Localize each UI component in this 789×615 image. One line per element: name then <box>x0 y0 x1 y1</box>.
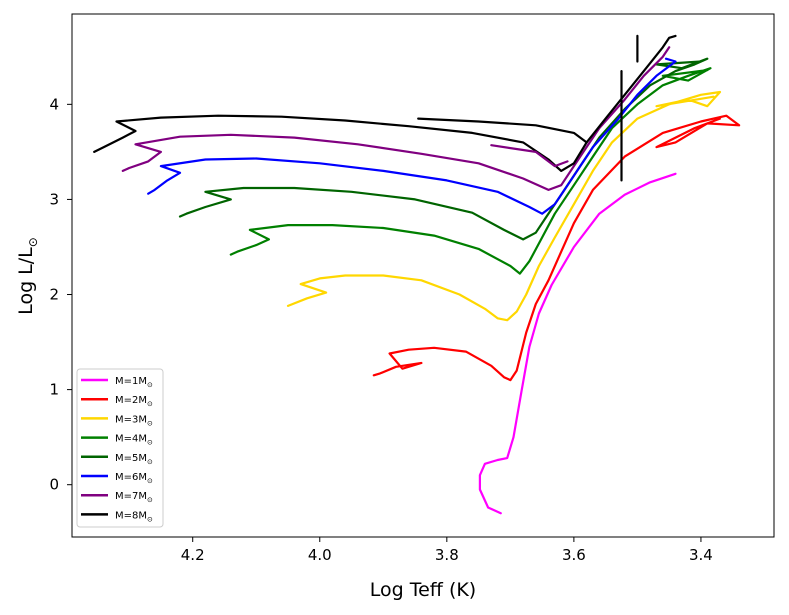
y-tick-label: 1 <box>49 381 59 399</box>
series-line-4 <box>229 67 712 275</box>
legend-box <box>76 368 164 528</box>
series-line-1 <box>478 172 677 515</box>
series-line-2 <box>372 114 741 382</box>
legend-label-2: M=2M⊙ <box>115 395 153 408</box>
y-tick-label: 0 <box>49 476 59 494</box>
legend-label-main: M=6M <box>115 472 147 483</box>
legend-label-6: M=6M⊙ <box>115 472 153 485</box>
legend-label-main: M=7M <box>115 491 147 502</box>
legend-label-main: M=2M <box>115 395 147 406</box>
legend-label-5: M=5M⊙ <box>115 453 153 466</box>
series-layer <box>93 34 741 515</box>
series-line-5 <box>178 57 709 241</box>
legend-label-sub: ⊙ <box>147 477 153 485</box>
series-line-6 <box>147 57 677 215</box>
x-tick-label: 4.2 <box>181 546 205 564</box>
series-line-3 <box>286 90 722 322</box>
y-axis-label: Log L/L⊙ <box>15 237 40 315</box>
legend-label-sub: ⊙ <box>147 381 153 389</box>
legend-label-sub: ⊙ <box>147 458 153 466</box>
track-segment-2 <box>490 144 569 168</box>
legend-label-4: M=4M⊙ <box>115 434 153 447</box>
legend-label-7: M=7M⊙ <box>115 491 153 504</box>
legend-label-1: M=1M⊙ <box>115 376 153 389</box>
y-axis-label-main: Log L/L <box>15 247 37 315</box>
track-segment-1 <box>417 117 588 144</box>
y-axis-label-sub: ⊙ <box>26 237 40 247</box>
legend-label-main: M=5M <box>115 453 147 464</box>
y-axis: 0 1 2 3 4 <box>49 95 72 494</box>
legend-label-sub: ⊙ <box>147 439 153 447</box>
y-tick-label: 2 <box>49 286 59 304</box>
x-tick-label: 3.8 <box>435 546 459 564</box>
legend-label-main: M=8M <box>115 510 147 521</box>
y-tick-label: 3 <box>49 190 59 208</box>
legend-label-sub: ⊙ <box>147 400 153 408</box>
x-tick-label: 3.4 <box>689 546 713 564</box>
legend: M=1M⊙M=2M⊙M=3M⊙M=4M⊙M=5M⊙M=6M⊙M=7M⊙M=8M⊙ <box>76 368 164 528</box>
series-line-8 <box>93 34 677 172</box>
y-tick-label: 4 <box>49 95 59 113</box>
legend-label-sub: ⊙ <box>147 496 153 504</box>
legend-label-sub: ⊙ <box>147 515 153 523</box>
legend-label-sub: ⊙ <box>147 419 153 427</box>
x-axis: 4.2 4.0 3.8 3.6 3.4 <box>181 537 713 564</box>
x-tick-label: 4.0 <box>308 546 332 564</box>
plot-frame <box>71 13 775 538</box>
legend-label-main: M=4M <box>115 434 147 445</box>
legend-label-3: M=3M⊙ <box>115 414 153 427</box>
x-tick-label: 3.6 <box>562 546 586 564</box>
legend-label-main: M=1M <box>115 376 147 387</box>
x-axis-label: Log Teff (K) <box>370 579 476 601</box>
legend-label-main: M=3M <box>115 414 147 425</box>
legend-label-8: M=8M⊙ <box>115 510 153 523</box>
